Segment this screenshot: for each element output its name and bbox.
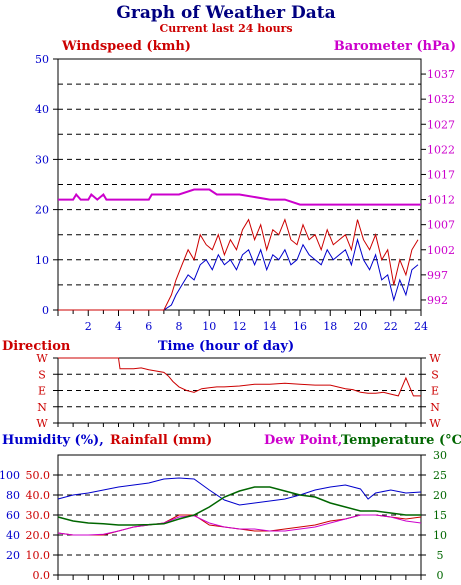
direction-series-line xyxy=(58,357,421,397)
gust-series-line xyxy=(58,237,419,311)
barometer-series-line xyxy=(58,188,421,206)
rainfall-label: Rainfall (mm) xyxy=(110,433,212,448)
temperature-series-line xyxy=(57,486,421,526)
windspeed-tick-label: 10 xyxy=(35,254,49,267)
windspeed-series-line xyxy=(58,218,419,311)
rainfall-tick-label: 40.0 xyxy=(26,489,51,502)
barometer-tick-label: 1012 xyxy=(427,194,455,207)
temperature-label: Temperature (°C) xyxy=(341,433,461,448)
temperature-tick-label: 15 xyxy=(433,509,447,522)
x-tick-label: 12 xyxy=(233,320,247,333)
chart-subtitle: Current last 24 hours xyxy=(159,22,292,35)
rainfall-tick-label: 50.0 xyxy=(26,469,51,482)
direction-tick-label: W xyxy=(429,417,441,430)
temperature-tick-label: 0 xyxy=(437,569,444,582)
humidity-tick-label: 60 xyxy=(6,509,20,522)
x-tick-label: 18 xyxy=(323,320,337,333)
direction-tick-label: W xyxy=(36,352,48,365)
barometer-tick-label: 1022 xyxy=(427,143,455,156)
direction-tick-label: E xyxy=(431,385,439,398)
x-tick-label: 22 xyxy=(384,320,398,333)
barometer-tick-label: 1007 xyxy=(427,219,455,232)
x-tick-label: 4 xyxy=(115,320,122,333)
windspeed-tick-label: 40 xyxy=(35,103,49,116)
windspeed-tick-label: 0 xyxy=(42,304,49,317)
x-tick-label: 24 xyxy=(414,320,428,333)
temperature-tick-label: 20 xyxy=(433,489,447,502)
humidity-label: Humidity (%), xyxy=(2,433,104,448)
dewpoint-series-line xyxy=(57,514,422,536)
wind-barometer-panel: 0102030405099299710021007101210171022102… xyxy=(35,53,455,333)
humidity-tick-label: 100 xyxy=(0,469,20,482)
x-tick-label: 10 xyxy=(202,320,216,333)
rainfall-tick-label: 20.0 xyxy=(26,529,51,542)
windspeed-tick-label: 30 xyxy=(35,153,49,166)
barometer-tick-label: 1017 xyxy=(427,168,455,181)
time-axis-label: Time (hour of day) xyxy=(158,339,294,354)
direction-tick-label: E xyxy=(38,385,46,398)
barometer-axis-label: Barometer (hPa) xyxy=(334,39,456,54)
barometer-tick-label: 1032 xyxy=(427,93,455,106)
barometer-tick-label: 1002 xyxy=(427,244,455,257)
barometer-tick-label: 992 xyxy=(427,294,448,307)
barometer-tick-label: 1027 xyxy=(427,118,455,131)
humidity-tick-label: 80 xyxy=(6,489,20,502)
rainfall-tick-label: 10.0 xyxy=(26,549,51,562)
humidity-tick-label: 40 xyxy=(6,529,20,542)
x-tick-label: 6 xyxy=(145,320,152,333)
direction-label: Direction xyxy=(2,339,71,354)
barometer-tick-label: 1037 xyxy=(427,68,455,81)
x-tick-label: 20 xyxy=(354,320,368,333)
direction-tick-label: S xyxy=(431,368,439,381)
x-tick-label: 2 xyxy=(85,320,92,333)
temperature-tick-label: 5 xyxy=(437,549,444,562)
x-tick-label: 14 xyxy=(263,320,277,333)
barometer-tick-label: 997 xyxy=(427,269,448,282)
x-tick-label: 8 xyxy=(176,320,183,333)
dewpoint-label: Dew Point, xyxy=(264,433,342,448)
direction-tick-label: S xyxy=(38,368,46,381)
direction-tick-label: N xyxy=(430,401,440,414)
rainfall-tick-label: 0.0 xyxy=(33,569,51,582)
windspeed-tick-label: 50 xyxy=(35,53,49,66)
humidity-rain-temp-panel: 0 5 10 15 20 25 30 20 40 60 80 100 0.0 10.0 20.0 30.0 40… xyxy=(0,449,447,582)
humidity-series-line xyxy=(57,477,422,506)
temperature-tick-label: 30 xyxy=(433,449,447,462)
direction-tick-label: W xyxy=(429,352,441,365)
windspeed-axis-label: Windspeed (kmh) xyxy=(61,39,191,54)
direction-tick-label: W xyxy=(36,417,48,430)
chart-title: Graph of Weather Data xyxy=(116,3,335,23)
temperature-tick-label: 10 xyxy=(433,529,447,542)
x-tick-label: 16 xyxy=(293,320,307,333)
direction-tick-label: N xyxy=(37,401,47,414)
windspeed-tick-label: 20 xyxy=(35,204,49,217)
humidity-tick-label: 20 xyxy=(6,549,20,562)
rainfall-tick-label: 30.0 xyxy=(26,509,51,522)
temperature-tick-label: 25 xyxy=(433,469,447,482)
